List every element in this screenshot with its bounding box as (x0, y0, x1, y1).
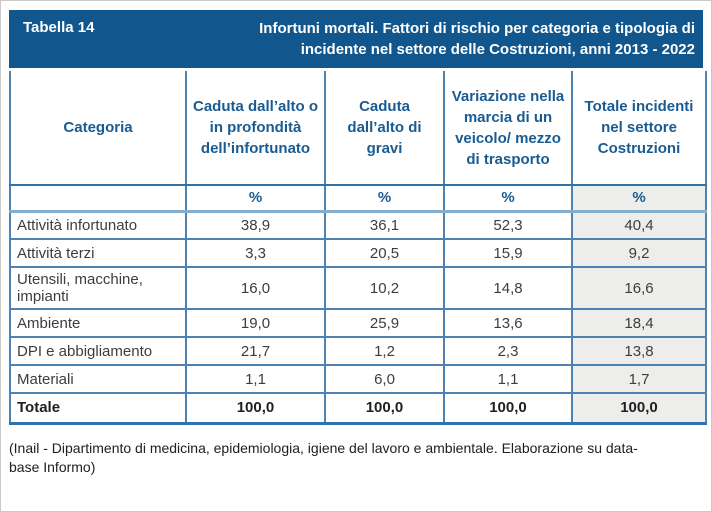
row-label: Attività terzi (9, 238, 187, 268)
value-cell: 9,2 (571, 238, 707, 268)
value-cell: 1,1 (443, 364, 573, 394)
unit-row: % % % % (9, 184, 707, 213)
table-row-ambiente: Ambiente 19,0 25,9 13,6 18,4 (9, 308, 707, 338)
value-cell: 36,1 (324, 210, 445, 240)
value-cell: 18,4 (571, 308, 707, 338)
table-title: Infortuni mortali. Fattori di rischio pe… (259, 20, 695, 58)
value-cell: 100,0 (185, 392, 326, 425)
value-cell: 1,2 (324, 336, 445, 366)
value-cell: 100,0 (443, 392, 573, 425)
value-cell: 100,0 (571, 392, 707, 425)
value-cell: 15,9 (443, 238, 573, 268)
value-cell: 20,5 (324, 238, 445, 268)
table-number: Tabella 14 (23, 19, 95, 36)
row-label: Totale (9, 392, 187, 425)
table-title-band: Tabella 14 Infortuni mortali. Fattori di… (9, 10, 703, 68)
value-cell: 10,2 (324, 266, 445, 310)
value-cell: 13,6 (443, 308, 573, 338)
value-cell: 52,3 (443, 210, 573, 240)
value-cell: 1,7 (571, 364, 707, 394)
value-cell: 38,9 (185, 210, 326, 240)
source-note-line1: (Inail - Dipartimento di medicina, epide… (9, 439, 638, 456)
source-note-line2: base Informo) (9, 458, 96, 475)
row-label: Materiali (9, 364, 187, 394)
value-cell: 100,0 (324, 392, 445, 425)
table-row-totale: Totale 100,0 100,0 100,0 100,0 (9, 392, 707, 425)
value-cell: 25,9 (324, 308, 445, 338)
source-note: (Inail - Dipartimento di medicina, epide… (9, 439, 703, 477)
row-label: Utensili, macchine, impianti (9, 266, 187, 310)
column-header-totale-costruzioni: Totale incidenti nel settore Costruzioni (571, 71, 707, 186)
row-label: Attività infortunato (9, 210, 187, 240)
column-header-caduta-alto-profondita: Caduta dall’alto o in profondità dell’in… (185, 71, 326, 186)
table-row-attivita-terzi: Attività terzi 3,3 20,5 15,9 9,2 (9, 238, 707, 268)
value-cell: 16,0 (185, 266, 326, 310)
value-cell: 19,0 (185, 308, 326, 338)
column-header-caduta-gravi: Caduta dall’alto di gravi (324, 71, 445, 186)
value-cell: 3,3 (185, 238, 326, 268)
value-cell: 2,3 (443, 336, 573, 366)
table-row-materiali: Materiali 1,1 6,0 1,1 1,7 (9, 364, 707, 394)
table-row-dpi-abbigliamento: DPI e abbigliamento 21,7 1,2 2,3 13,8 (9, 336, 707, 366)
value-cell: 1,1 (185, 364, 326, 394)
unit-cell: % (185, 184, 326, 213)
table-row-utensili-macchine-impianti: Utensili, macchine, impianti 16,0 10,2 1… (9, 266, 707, 310)
header-row: Categoria Caduta dall’alto o in profondi… (9, 71, 707, 186)
unit-cell: % (571, 184, 707, 213)
unit-cell: % (324, 184, 445, 213)
data-table: Categoria Caduta dall’alto o in profondi… (9, 71, 707, 425)
unit-cell: % (443, 184, 573, 213)
value-cell: 16,6 (571, 266, 707, 310)
value-cell: 6,0 (324, 364, 445, 394)
value-cell: 40,4 (571, 210, 707, 240)
value-cell: 14,8 (443, 266, 573, 310)
unit-cell-empty (9, 184, 187, 213)
row-label: DPI e abbigliamento (9, 336, 187, 366)
row-label: Ambiente (9, 308, 187, 338)
value-cell: 21,7 (185, 336, 326, 366)
table-row-attivita-infortunato: Attività infortunato 38,9 36,1 52,3 40,4 (9, 210, 707, 240)
column-header-categoria: Categoria (9, 71, 187, 186)
column-header-variazione-marcia: Variazione nella marcia di un veicolo/ m… (443, 71, 573, 186)
value-cell: 13,8 (571, 336, 707, 366)
